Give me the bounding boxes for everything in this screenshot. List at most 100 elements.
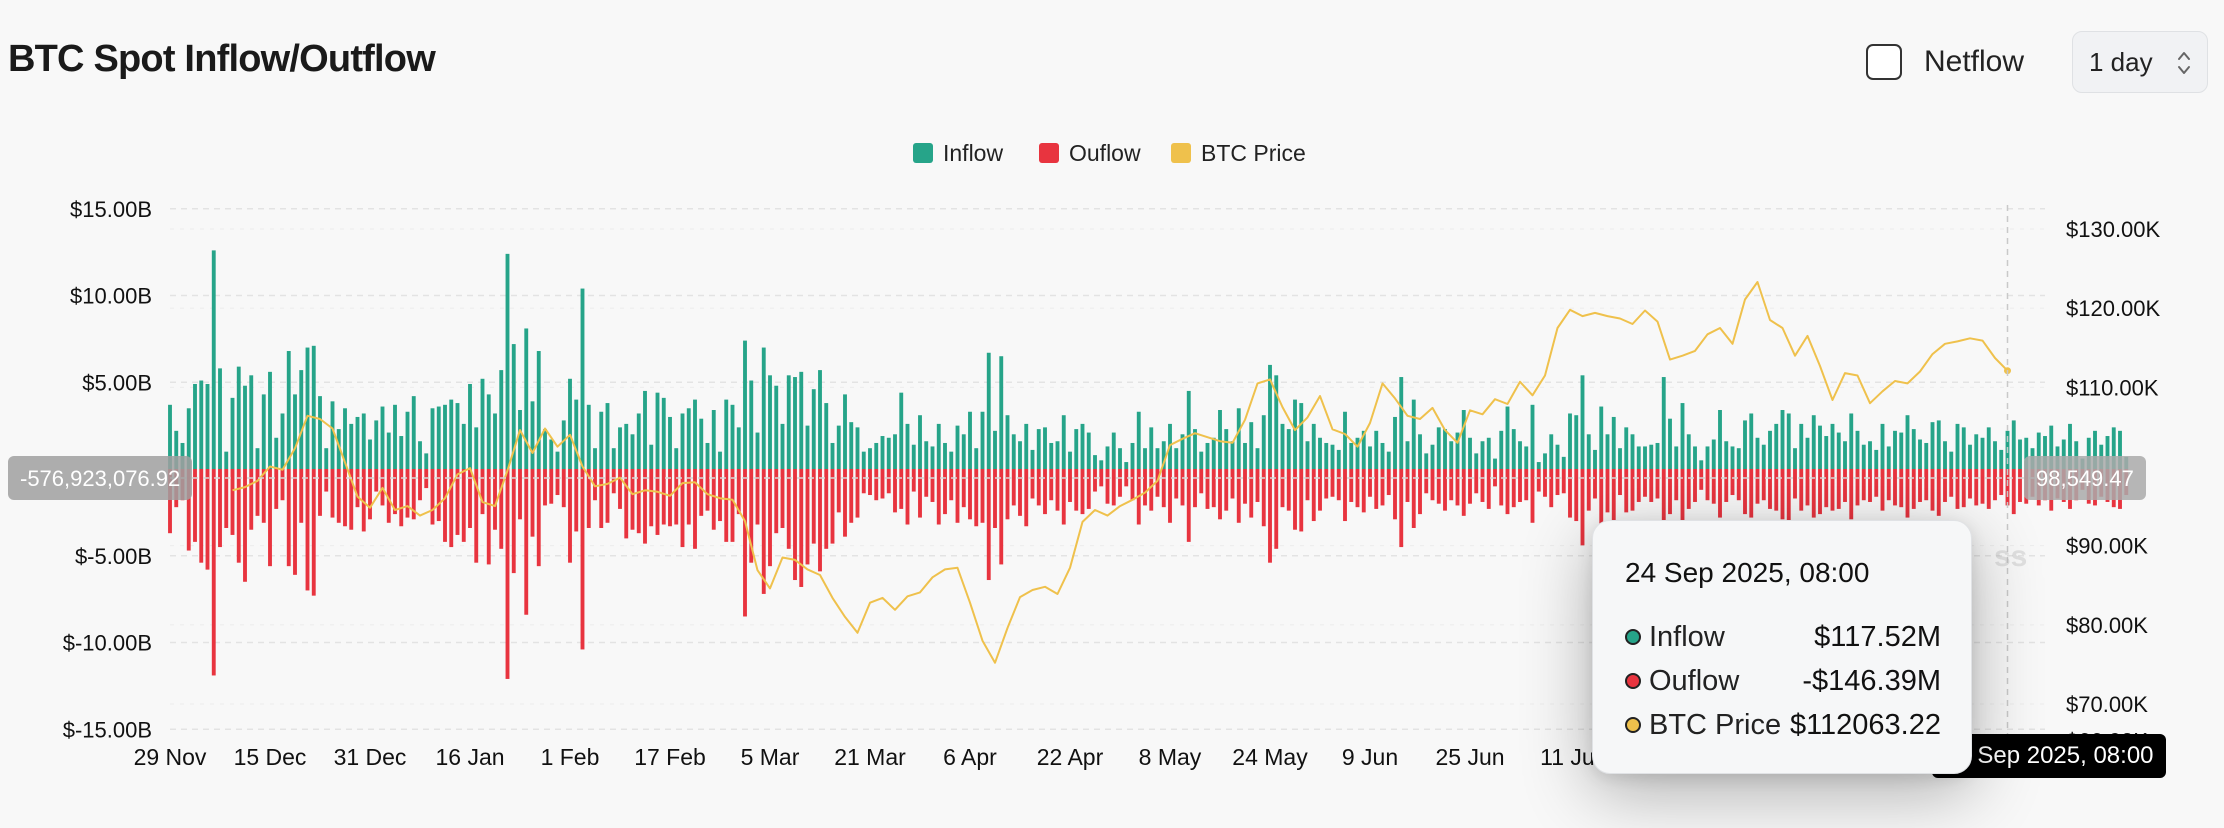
inflow-bar[interactable] xyxy=(236,366,241,469)
outflow-bar[interactable] xyxy=(1261,469,1266,527)
inflow-bar[interactable] xyxy=(1111,432,1116,469)
inflow-bar[interactable] xyxy=(643,390,647,469)
inflow-bar[interactable] xyxy=(886,437,891,469)
inflow-bar[interactable] xyxy=(1930,422,1935,469)
outflow-bar[interactable] xyxy=(1943,469,1947,502)
outflow-bar[interactable] xyxy=(1680,469,1685,528)
inflow-bar[interactable] xyxy=(605,403,610,469)
inflow-bar[interactable] xyxy=(311,345,316,469)
outflow-bar[interactable] xyxy=(1243,469,1247,504)
inflow-bar[interactable] xyxy=(1974,434,1979,469)
inflow-bar[interactable] xyxy=(1361,430,1366,469)
inflow-bar[interactable] xyxy=(1818,425,1822,469)
outflow-bar[interactable] xyxy=(1155,469,1160,497)
outflow-bar[interactable] xyxy=(505,469,510,679)
outflow-bar[interactable] xyxy=(1555,469,1560,496)
outflow-bar[interactable] xyxy=(274,469,279,509)
outflow-bar[interactable] xyxy=(1518,469,1522,502)
inflow-bar[interactable] xyxy=(955,425,960,469)
outflow-bar[interactable] xyxy=(1949,469,1954,497)
inflow-bar[interactable] xyxy=(1736,448,1741,469)
outflow-bar[interactable] xyxy=(1374,469,1379,509)
outflow-bar[interactable] xyxy=(1411,469,1416,528)
inflow-bar[interactable] xyxy=(793,377,797,469)
inflow-bar[interactable] xyxy=(318,396,322,469)
inflow-bar[interactable] xyxy=(1143,448,1147,469)
outflow-bar[interactable] xyxy=(1399,469,1404,548)
outflow-bar[interactable] xyxy=(443,469,447,542)
inflow-bar[interactable] xyxy=(599,411,604,469)
inflow-bar[interactable] xyxy=(186,408,191,469)
outflow-bar[interactable] xyxy=(580,469,585,650)
outflow-bar[interactable] xyxy=(636,469,641,534)
inflow-bar[interactable] xyxy=(1330,444,1335,469)
inflow-bar[interactable] xyxy=(1180,434,1185,469)
outflow-bar[interactable] xyxy=(1905,469,1910,518)
inflow-bar[interactable] xyxy=(1511,429,1516,469)
outflow-bar[interactable] xyxy=(1986,469,1991,509)
inflow-bar[interactable] xyxy=(843,394,847,469)
inflow-bar[interactable] xyxy=(2049,425,2054,469)
outflow-bar[interactable] xyxy=(1768,469,1772,509)
inflow-bar[interactable] xyxy=(786,375,791,469)
inflow-bar[interactable] xyxy=(593,448,597,469)
inflow-bar[interactable] xyxy=(680,413,685,469)
outflow-bar[interactable] xyxy=(1105,469,1110,504)
outflow-bar[interactable] xyxy=(1936,469,1941,516)
outflow-bar[interactable] xyxy=(705,469,710,511)
outflow-bar[interactable] xyxy=(1199,469,1204,494)
outflow-bar[interactable] xyxy=(1293,469,1297,530)
outflow-bar[interactable] xyxy=(605,469,610,523)
inflow-bar[interactable] xyxy=(1149,427,1154,469)
outflow-bar[interactable] xyxy=(1143,469,1147,506)
outflow-bar[interactable] xyxy=(1168,469,1172,523)
outflow-bar[interactable] xyxy=(530,469,535,537)
inflow-bar[interactable] xyxy=(911,444,916,469)
outflow-bar[interactable] xyxy=(1874,469,1879,497)
outflow-bar[interactable] xyxy=(1743,469,1747,515)
inflow-bar[interactable] xyxy=(1761,444,1766,469)
inflow-bar[interactable] xyxy=(418,441,422,469)
outflow-bar[interactable] xyxy=(518,469,522,520)
outflow-bar[interactable] xyxy=(343,469,347,527)
inflow-bar[interactable] xyxy=(1243,442,1247,469)
outflow-bar[interactable] xyxy=(1418,469,1422,515)
inflow-bar[interactable] xyxy=(1961,427,1966,469)
legend-label[interactable]: Inflow xyxy=(943,140,1003,166)
inflow-bar[interactable] xyxy=(449,399,454,469)
outflow-bar[interactable] xyxy=(1005,469,1010,520)
outflow-bar[interactable] xyxy=(1586,469,1591,511)
inflow-bar[interactable] xyxy=(424,453,429,469)
outflow-bar[interactable] xyxy=(1749,469,1754,518)
outflow-bar[interactable] xyxy=(468,469,472,528)
outflow-bar[interactable] xyxy=(1899,469,1904,508)
outflow-bar[interactable] xyxy=(1861,469,1866,501)
inflow-bar[interactable] xyxy=(611,448,616,469)
outflow-bar[interactable] xyxy=(643,469,647,544)
outflow-bar[interactable] xyxy=(193,469,197,542)
inflow-bar[interactable] xyxy=(649,444,654,469)
outflow-bar[interactable] xyxy=(1561,469,1566,494)
outflow-bar[interactable] xyxy=(1536,469,1541,492)
inflow-bar[interactable] xyxy=(1486,437,1491,469)
outflow-bar[interactable] xyxy=(1636,469,1641,502)
outflow-bar[interactable] xyxy=(1380,469,1385,506)
outflow-bar[interactable] xyxy=(855,469,860,518)
outflow-bar[interactable] xyxy=(1655,469,1660,499)
outflow-bar[interactable] xyxy=(1305,469,1310,501)
outflow-bar[interactable] xyxy=(561,469,566,508)
inflow-bar[interactable] xyxy=(2093,430,2097,469)
inflow-bar[interactable] xyxy=(1768,430,1772,469)
outflow-bar[interactable] xyxy=(893,469,897,513)
outflow-bar[interactable] xyxy=(955,469,960,523)
outflow-bar[interactable] xyxy=(774,469,779,534)
outflow-bar[interactable] xyxy=(286,469,291,567)
outflow-bar[interactable] xyxy=(411,469,416,520)
outflow-bar[interactable] xyxy=(936,469,941,525)
inflow-bar[interactable] xyxy=(405,411,410,469)
outflow-bar[interactable] xyxy=(811,469,816,544)
inflow-bar[interactable] xyxy=(461,423,466,469)
inflow-bar[interactable] xyxy=(174,430,179,469)
outflow-bar[interactable] xyxy=(218,469,222,548)
outflow-bar[interactable] xyxy=(1911,469,1916,509)
